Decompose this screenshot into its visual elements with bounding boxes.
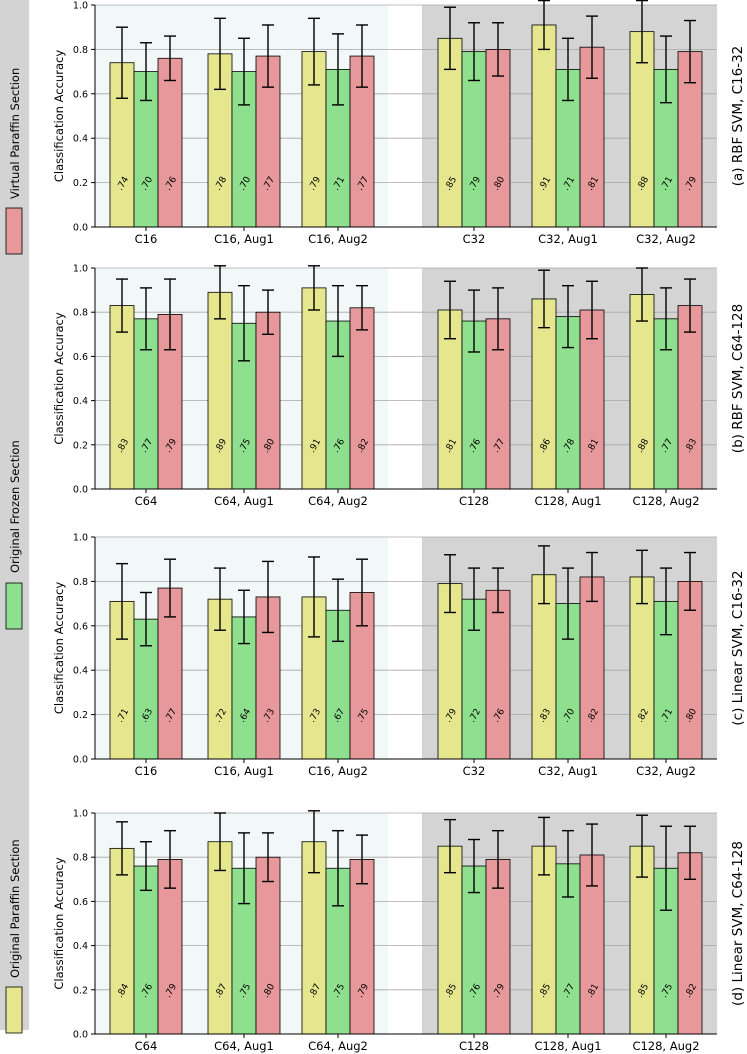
x-tick-label: C16	[135, 764, 158, 778]
bar	[109, 305, 135, 490]
y-tick-label: 1.0	[73, 809, 88, 820]
bar	[531, 298, 557, 490]
bar	[349, 307, 375, 490]
x-tick-label: C32	[463, 232, 486, 246]
y-tick-label: 0.8	[73, 577, 88, 588]
bar	[349, 859, 375, 1035]
y-tick-label: 1.0	[73, 264, 88, 275]
x-tick-label: C32, Aug2	[636, 232, 696, 246]
bar	[301, 287, 327, 490]
y-tick-label: 0.4	[73, 941, 88, 952]
x-tick-label: C32	[463, 764, 486, 778]
y-tick-label: 0.4	[73, 396, 88, 407]
x-tick-label: C64	[135, 1039, 158, 1053]
y-tick-label: 0.6	[73, 89, 88, 100]
panel-title: (d) Linear SVM, C64-128	[730, 841, 746, 1006]
y-tick-label: 0.2	[73, 710, 88, 721]
y-axis-label: Classification Accuracy	[52, 50, 66, 182]
bar	[677, 305, 703, 490]
x-tick-label: C32, Aug1	[538, 764, 598, 778]
bar	[629, 31, 655, 228]
panel-title: (a) RBF SVM, C16-32	[730, 46, 746, 186]
chart-panel-2: 0.0 0.2 0.4 0.6 0.8 1.0 Classification Accurac…	[52, 264, 746, 509]
x-tick-label: C128	[459, 494, 489, 508]
bar	[629, 294, 655, 490]
x-tick-label: C32, Aug2	[636, 764, 696, 778]
bar	[207, 291, 233, 490]
x-tick-label: C128, Aug2	[632, 494, 699, 508]
x-tick-label: C128, Aug2	[632, 1039, 699, 1053]
y-axis-label: Classification Accuracy	[52, 312, 66, 444]
bar	[629, 576, 655, 760]
y-tick-label: 0.4	[73, 666, 88, 677]
x-tick-label: C128, Aug1	[534, 494, 601, 508]
chart-panel-1: 0.0 0.2 0.4 0.6 0.8 1.0 Classification Accurac…	[52, 0, 746, 246]
y-axis-label: Classification Accuracy	[52, 582, 66, 714]
bar	[531, 24, 557, 228]
legend-item-virtual-paraffin: Virtual Paraffin Section	[5, 68, 23, 255]
y-tick-label: 0.2	[73, 178, 88, 189]
legend-swatch-original-frozen	[5, 582, 23, 630]
x-tick-label: C16, Aug2	[308, 764, 368, 778]
legend-background	[0, 0, 29, 1030]
y-tick-label: 0.8	[73, 853, 88, 864]
panel-title: (b) RBF SVM, C64-128	[730, 304, 746, 453]
y-tick-label: 0.4	[73, 134, 88, 145]
x-tick-label: C32, Aug1	[538, 232, 598, 246]
y-tick-label: 0.6	[73, 621, 88, 632]
y-tick-label: 0.2	[73, 440, 88, 451]
x-tick-label: C16, Aug1	[214, 232, 274, 246]
y-tick-label: 0.2	[73, 985, 88, 996]
bar	[133, 865, 159, 1035]
x-tick-label: C16, Aug2	[308, 232, 368, 246]
panel-title: (c) Linear SVM, C16-32	[730, 570, 746, 725]
bar	[255, 856, 281, 1035]
legend-sidebar: Virtual Paraffin Section Original Frozen…	[0, 0, 29, 1034]
y-tick-label: 0.0	[73, 755, 88, 766]
chart-panel-4: 0.0 0.2 0.4 0.6 0.8 1.0 Classification Accurac…	[52, 809, 746, 1054]
x-tick-label: C64, Aug1	[214, 494, 274, 508]
bar	[531, 574, 557, 760]
y-tick-label: 0.8	[73, 45, 88, 56]
y-tick-label: 0.6	[73, 897, 88, 908]
y-tick-label: 0.0	[73, 223, 88, 234]
x-tick-label: C64, Aug2	[308, 1039, 368, 1053]
x-tick-label: C64, Aug1	[214, 1039, 274, 1053]
legend-swatch-original-paraffin	[5, 986, 23, 1034]
bar	[255, 311, 281, 490]
legend-label-original-frozen: Original Frozen Section	[8, 440, 22, 573]
y-tick-label: 0.0	[73, 485, 88, 496]
y-tick-label: 0.6	[73, 352, 88, 363]
legend-label-virtual-paraffin: Virtual Paraffin Section	[8, 68, 22, 199]
chart-panel-3: 0.0 0.2 0.4 0.6 0.8 1.0 Classification Accurac…	[52, 533, 746, 779]
bar	[579, 309, 605, 490]
x-tick-label: C64, Aug2	[308, 494, 368, 508]
y-axis-label: Classification Accuracy	[52, 857, 66, 989]
y-tick-label: 0.8	[73, 308, 88, 319]
legend-label-original-paraffin: Original Paraffin Section	[8, 839, 22, 978]
x-tick-label: C128	[459, 1039, 489, 1053]
legend-item-original-paraffin: Original Paraffin Section	[5, 839, 23, 1034]
x-tick-label: C64	[135, 494, 158, 508]
bar	[485, 589, 511, 760]
x-tick-label: C16, Aug1	[214, 764, 274, 778]
y-tick-label: 1.0	[73, 533, 88, 544]
bar	[109, 847, 135, 1035]
bar	[157, 57, 183, 228]
x-tick-label: C16	[135, 232, 158, 246]
legend-swatch-virtual-paraffin	[5, 207, 23, 255]
bar	[579, 576, 605, 760]
bar	[437, 845, 463, 1035]
legend-item-original-frozen: Original Frozen Section	[5, 440, 23, 630]
y-tick-label: 0.0	[73, 1030, 88, 1041]
x-tick-label: C128, Aug1	[534, 1039, 601, 1053]
bar	[301, 841, 327, 1035]
y-tick-label: 1.0	[73, 1, 88, 12]
chart-panels: 0.0 0.2 0.4 0.6 0.8 1.0 Classification Accurac…	[52, 0, 746, 1054]
